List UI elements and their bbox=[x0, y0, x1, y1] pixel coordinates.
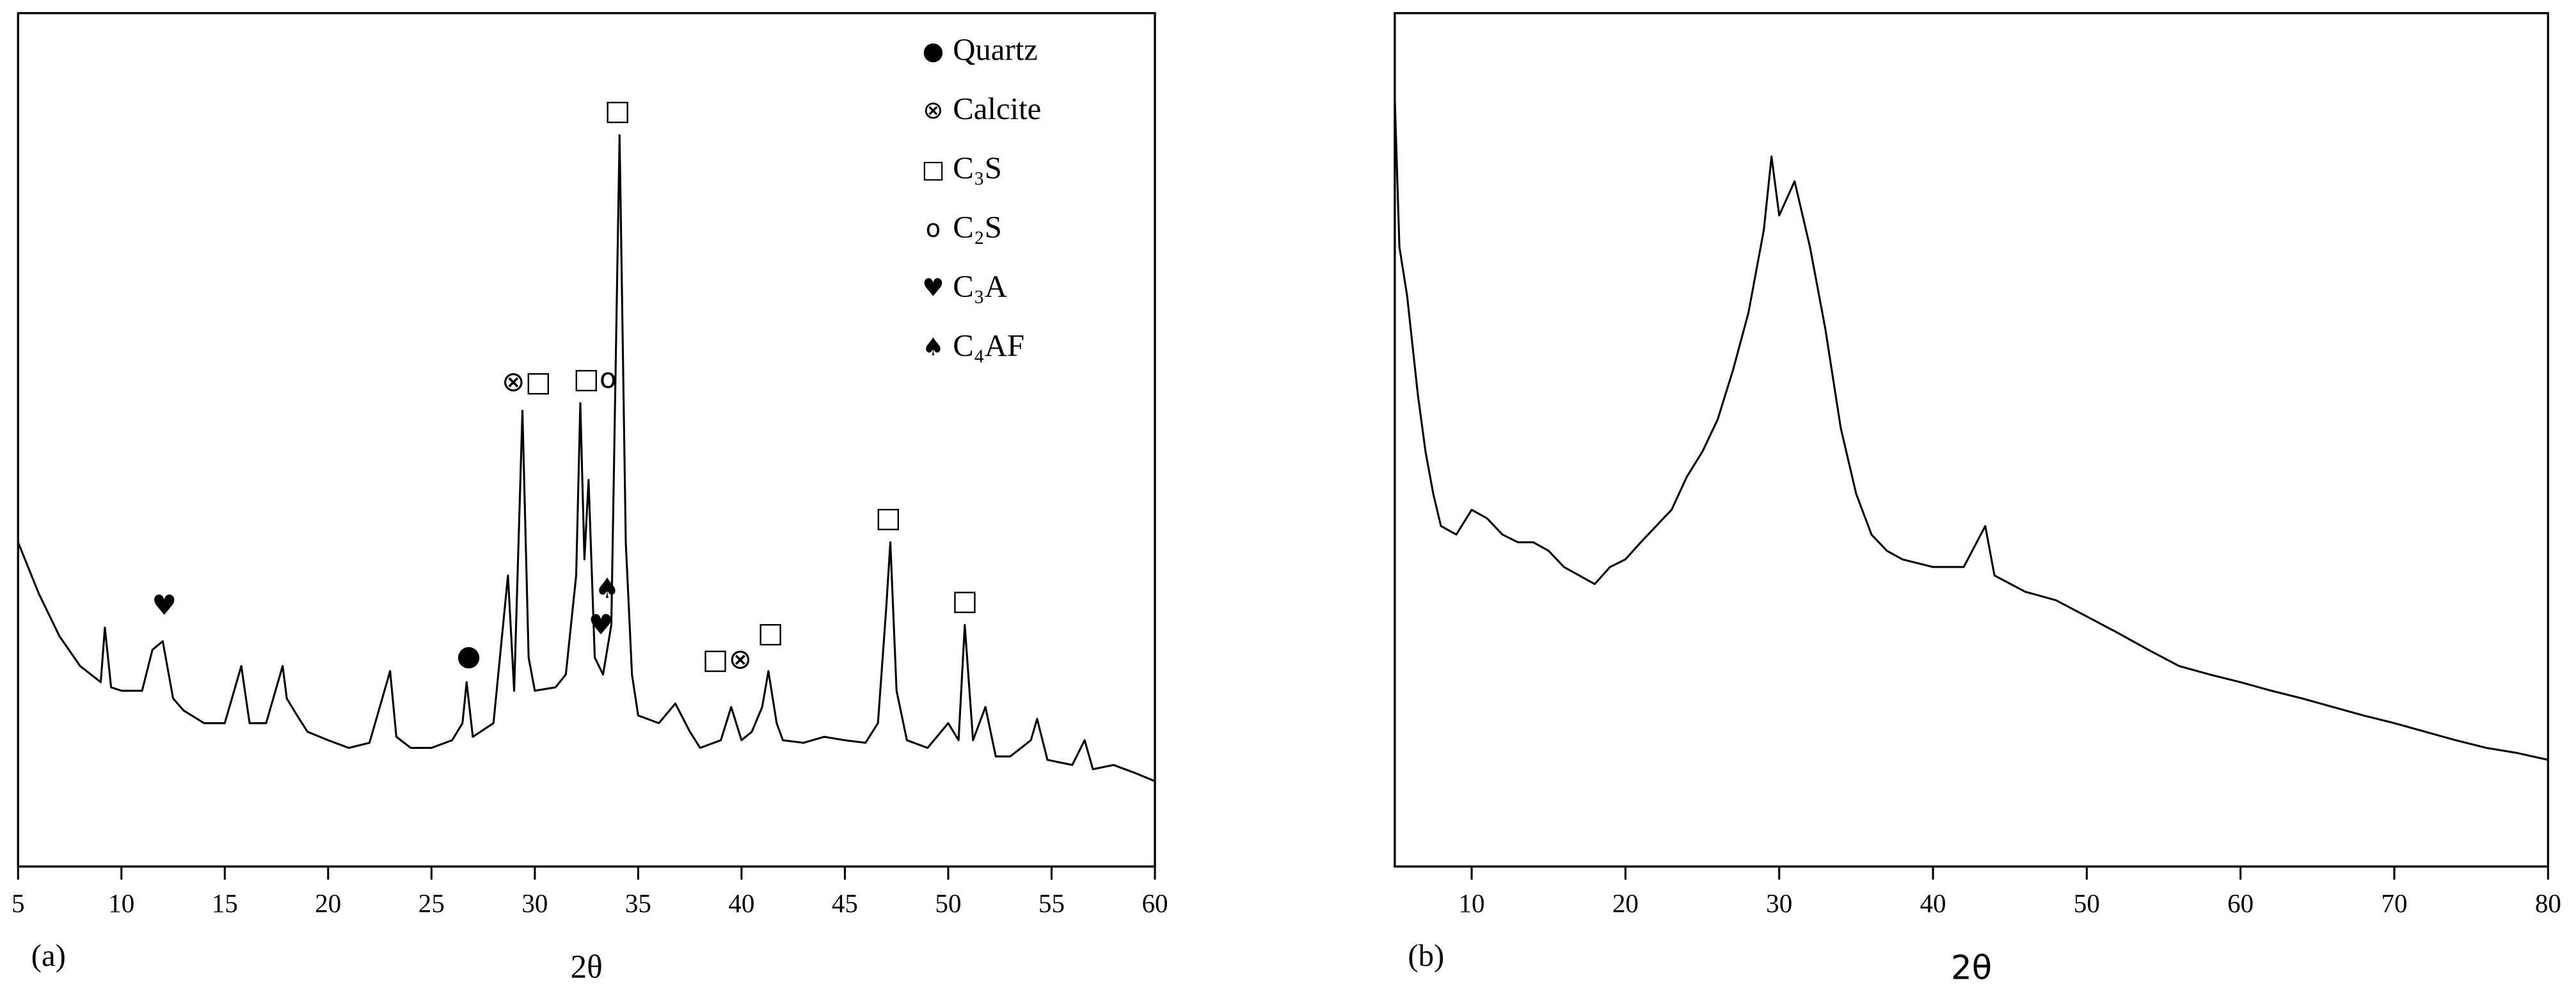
peak-annotation: ⊗□ bbox=[502, 365, 552, 398]
x-tick-label: 80 bbox=[2535, 888, 2561, 918]
legend-label: C₃A bbox=[953, 269, 1007, 303]
legend-symbol: ⊗ bbox=[923, 96, 943, 125]
x-tick-label: 60 bbox=[1141, 888, 1168, 918]
x-tick-label: 55 bbox=[1038, 888, 1065, 918]
legend-label: C₃S bbox=[953, 150, 1002, 185]
peak-annotation: □ bbox=[875, 501, 902, 534]
x-tick-label: 50 bbox=[935, 888, 961, 918]
x-tick-label: 20 bbox=[1612, 888, 1639, 918]
x-axis-label: 2θ bbox=[1951, 949, 1992, 988]
legend-symbol: □ bbox=[921, 156, 944, 184]
x-tick-label: 50 bbox=[2074, 888, 2100, 918]
x-tick-label: 70 bbox=[2381, 888, 2407, 918]
plot-frame-b bbox=[1394, 12, 2550, 868]
x-tick-label: 30 bbox=[1766, 888, 1792, 918]
xrd-line bbox=[1394, 98, 2548, 761]
legend-symbol: ♠ bbox=[922, 333, 944, 362]
legend-symbol: ● bbox=[923, 37, 944, 66]
panel-label: (b) bbox=[1408, 938, 1444, 973]
legend-symbol: o bbox=[926, 214, 941, 243]
peak-annotation: ♥ bbox=[152, 589, 177, 622]
x-tick-label: 20 bbox=[315, 888, 341, 918]
x-tick-label: 5 bbox=[12, 888, 25, 918]
legend-label: Calcite bbox=[953, 92, 1041, 126]
x-axis-label: 2θ bbox=[570, 949, 602, 985]
x-tick-label: 35 bbox=[625, 888, 651, 918]
x-tick-label: 15 bbox=[212, 888, 238, 918]
x-tick-label: 30 bbox=[521, 888, 548, 918]
x-tick-label: 10 bbox=[1459, 888, 1485, 918]
x-tick-label: 60 bbox=[2227, 888, 2254, 918]
peak-annotation: ● bbox=[456, 639, 481, 672]
x-tick-label: 25 bbox=[418, 888, 445, 918]
xrd-line bbox=[17, 134, 1156, 782]
legend-label: C₄AF bbox=[953, 328, 1024, 363]
peak-annotation: ♥ bbox=[589, 609, 614, 641]
legend-label: C₂S bbox=[953, 210, 1002, 245]
peak-annotation: ♠ bbox=[594, 572, 619, 605]
plot-frame-a bbox=[17, 12, 1156, 868]
x-tick-label: 10 bbox=[108, 888, 134, 918]
x-tick-label: 40 bbox=[1920, 888, 1946, 918]
x-tick-label: 40 bbox=[728, 888, 754, 918]
peak-annotation: □⊗ bbox=[702, 643, 752, 675]
panel-label: (a) bbox=[31, 938, 66, 973]
x-tick-label: 45 bbox=[832, 888, 858, 918]
peak-annotation: □ bbox=[951, 584, 978, 616]
peak-annotation: □o bbox=[573, 362, 617, 395]
legend-label: Quartz bbox=[953, 32, 1038, 67]
peak-annotation: □ bbox=[604, 94, 630, 127]
legend-symbol: ♥ bbox=[922, 274, 944, 303]
peak-annotation: □ bbox=[758, 616, 784, 649]
